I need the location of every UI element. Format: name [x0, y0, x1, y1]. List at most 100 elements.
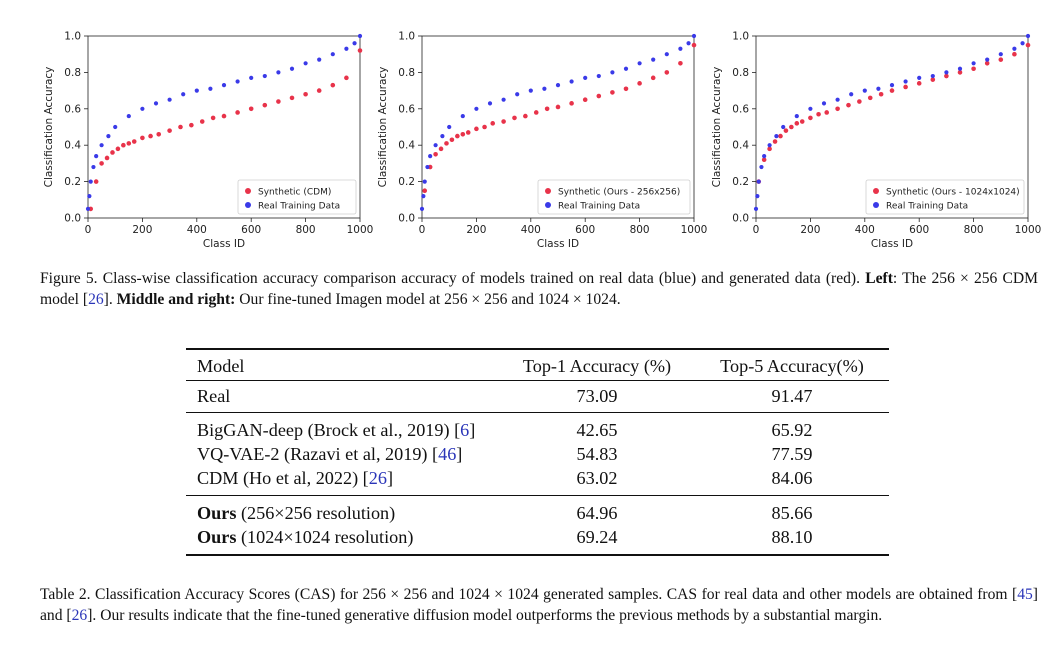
y-axis-label: Classification Accuracy: [43, 67, 55, 188]
synthetic-point: [783, 128, 789, 133]
synthetic-point: [824, 110, 830, 115]
synthetic-point: [126, 141, 132, 146]
synthetic-point: [93, 179, 99, 184]
synthetic-point: [248, 106, 254, 112]
plot-svg: 0 200 400 600 800 1000 0.0 0.2 0.4 0.6 0.8 1.0 Class…: [43, 31, 373, 251]
citation-link[interactable]: 26: [71, 607, 88, 624]
table-row: BigGAN-deep (Brock et al., 2019) [6] 42.…: [197, 420, 813, 440]
real-point: [208, 86, 213, 91]
synthetic-point: [808, 115, 813, 121]
synthetic-point: [482, 124, 487, 130]
real-point: [428, 154, 433, 159]
real-point: [317, 57, 322, 62]
real-point: [276, 70, 281, 75]
real-point: [637, 61, 642, 66]
left-bold: Left: [865, 270, 893, 287]
real-point: [774, 134, 779, 139]
x-axis-label: Class ID: [871, 238, 913, 250]
synthetic-point: [778, 133, 783, 139]
synthetic-point: [610, 90, 615, 95]
synthetic-point: [623, 86, 629, 92]
synthetic-point: [533, 110, 539, 115]
header-top5: Top-5 Accuracy(%): [720, 356, 864, 376]
synthetic-point: [460, 131, 466, 137]
real-point: [944, 70, 949, 75]
x-tick-label: 800: [630, 224, 650, 236]
citation-link[interactable]: 26: [368, 468, 387, 488]
real-point: [623, 66, 629, 71]
synthetic-point: [316, 88, 322, 93]
synthetic-point: [455, 133, 460, 139]
synthetic-point: [835, 106, 840, 112]
citation-link[interactable]: 46: [438, 444, 457, 464]
real-point: [289, 66, 295, 71]
synthetic-point: [930, 77, 936, 82]
table-row: Ours (256×256 resolution) 64.96 85.66: [197, 503, 813, 523]
real-point: [153, 101, 159, 106]
real-point: [821, 101, 827, 106]
synthetic-point: [691, 42, 697, 48]
real-point: [889, 83, 895, 88]
real-point: [528, 88, 533, 93]
real-point: [235, 79, 240, 84]
x-tick-label: 400: [187, 224, 207, 236]
y-tick-label: 0.8: [398, 67, 415, 79]
synthetic-point: [189, 122, 194, 128]
synthetic-point: [903, 84, 908, 90]
citation-link[interactable]: 26: [88, 291, 104, 308]
real-point: [583, 75, 588, 80]
synthetic-point: [276, 99, 281, 104]
real-point: [569, 79, 574, 84]
synthetic-point: [569, 101, 574, 106]
table-row: CDM (Ho et al, 2022) [26] 63.02 84.06: [197, 468, 813, 488]
real-point: [106, 134, 111, 139]
real-point: [303, 61, 308, 66]
x-tick-label: 200: [800, 224, 820, 236]
figure-label: Figure 5.: [40, 270, 98, 287]
real-point: [113, 124, 118, 130]
synthetic-point: [772, 139, 778, 144]
synthetic-point: [1012, 51, 1017, 57]
legend-label: Real Training Data: [558, 202, 640, 212]
table-top-rule: [186, 348, 889, 350]
real-point: [903, 79, 908, 84]
plot-frame: [421, 35, 695, 219]
synthetic-point: [221, 113, 227, 119]
real-point: [87, 194, 92, 199]
real-point: [664, 52, 669, 57]
real-point: [862, 88, 867, 93]
real-point: [755, 194, 760, 199]
synthetic-point: [582, 97, 588, 102]
real-point: [917, 75, 922, 80]
legend-box: [537, 179, 691, 215]
synthetic-point: [110, 150, 115, 155]
figure-caption: Figure 5. Class-wise classification accu…: [40, 270, 1039, 308]
real-point: [126, 113, 131, 119]
citation-link[interactable]: 6: [460, 420, 470, 440]
real-point: [691, 33, 697, 39]
table-row: Ours (1024×1024 resolution) 69.24 88.10: [197, 527, 813, 547]
synthetic-point: [357, 48, 363, 53]
citation-link[interactable]: 45: [1017, 586, 1033, 603]
synthetic-point: [422, 188, 428, 193]
legend-marker: [245, 202, 251, 208]
real-point: [515, 92, 520, 97]
synthetic-point: [433, 152, 438, 157]
y-tick-label: 0.8: [64, 67, 81, 79]
table-caption: Table 2. Classification Accuracy Scores …: [40, 586, 1038, 624]
middle-right-bold: Middle and right:: [116, 291, 236, 308]
synthetic-point: [637, 81, 642, 86]
real-point: [85, 206, 91, 211]
legend-label: Synthetic (CDM): [258, 188, 331, 198]
real-point: [249, 75, 254, 80]
synthetic-point: [104, 155, 110, 161]
real-point: [542, 86, 547, 91]
real-point: [762, 154, 767, 159]
real-point: [330, 52, 335, 57]
synthetic-point: [650, 75, 656, 81]
real-point: [181, 92, 186, 97]
synthetic-point: [889, 88, 895, 93]
real-point: [357, 33, 363, 39]
synthetic-point: [115, 146, 121, 152]
synthetic-point: [167, 128, 172, 133]
